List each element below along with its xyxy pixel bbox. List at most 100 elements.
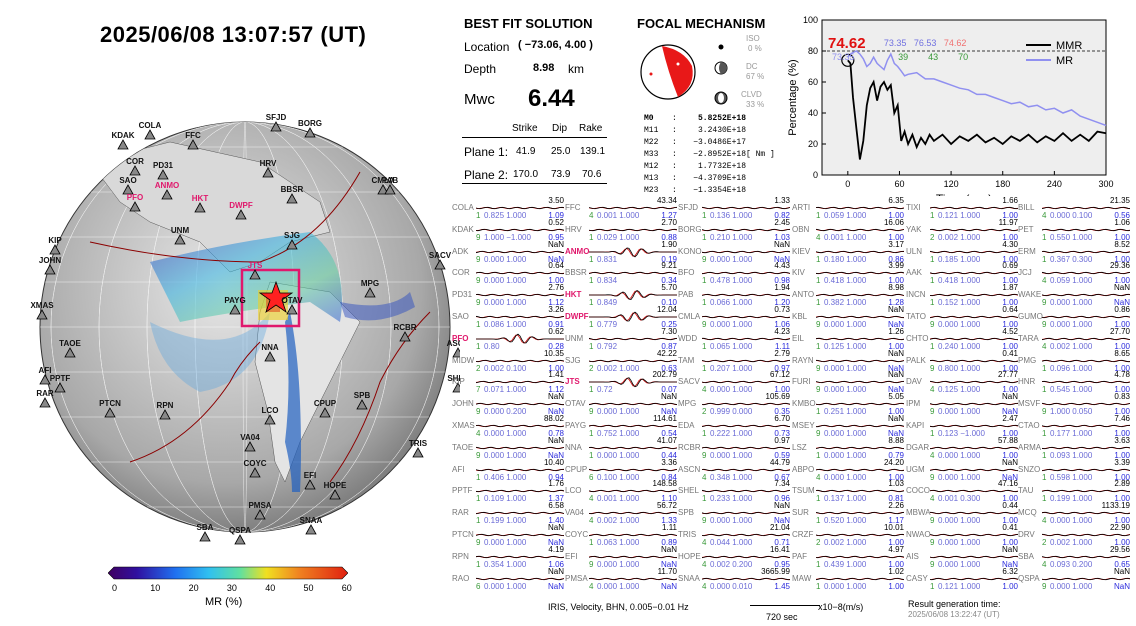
station-name: PMG: [1018, 355, 1037, 365]
waveform-trace: [476, 333, 564, 344]
station-amplitude: NaN: [887, 305, 904, 314]
station-stats: 0.000 1.000: [824, 472, 867, 482]
depth-unit: km: [568, 62, 584, 76]
observed-trace: [476, 206, 564, 210]
station-marker: HKT: [192, 194, 208, 213]
station-marker-label: DWPF: [229, 201, 253, 210]
station-trace: TRIS 21.04 4 0.044 1.000 0.71: [678, 523, 790, 549]
station-trace: AFI 10.40 1 0.406 1.000 0.94: [452, 458, 564, 484]
station-amplitude: 6.32: [1002, 566, 1018, 576]
station-weight: 9: [589, 407, 594, 417]
station-name: TARA: [1018, 333, 1039, 343]
station-amplitude: NaN: [547, 566, 564, 576]
tensor-value: 5.8252E+18: [697, 114, 746, 123]
observed-trace: [930, 381, 1018, 384]
station-weight: 1: [816, 559, 821, 569]
station-weight: 2: [1042, 538, 1047, 547]
station-weight: 1: [816, 516, 821, 526]
station-trace: ANMO 1.90 1 0.831 0.19: [565, 240, 677, 266]
station-marker-label: TRIS: [409, 439, 428, 448]
station-name: DAV: [906, 377, 922, 387]
observed-trace: [476, 403, 564, 406]
station-name: KIV: [792, 268, 805, 278]
observed-trace: [589, 512, 677, 515]
station-ratio: NaN: [660, 559, 677, 569]
station-amplitude: NaN: [1001, 457, 1018, 467]
station-marker: CPUP: [314, 399, 337, 418]
waveform-trace: [930, 272, 1018, 275]
observed-trace: [702, 337, 790, 340]
station-amplitude: 3665.99: [761, 566, 790, 576]
observed-trace: [476, 555, 564, 558]
station-amplitude: 0.83: [1114, 392, 1130, 402]
station-trace: PPTF 1.76 1 0.109 1.000 1.37: [452, 479, 564, 505]
station-stats: 0.001 1.000: [824, 232, 867, 242]
station-stats: 0.093 1.000: [1050, 450, 1093, 460]
station-amplitude: 1.76: [548, 479, 564, 489]
station-stats: 0.354 1.000: [484, 559, 527, 569]
station-ratio: 1.00: [1002, 494, 1018, 504]
station-ratio: 1.45: [774, 581, 790, 591]
station-ratio: NaN: [547, 407, 564, 417]
station-amplitude: 3.26: [548, 305, 564, 314]
station-ratio: 0.63: [661, 363, 677, 373]
station-stats: 0.240 1.000: [938, 341, 981, 351]
station-ratio: 1.00: [888, 211, 904, 220]
y-tick-label: 100: [803, 15, 818, 25]
station-ratio: 0.96: [774, 494, 790, 504]
station-trace: SAO 3.26 1 0.086 1.000 0.91: [452, 305, 564, 331]
observed-trace: [816, 424, 904, 428]
station-name: TAU: [1018, 486, 1034, 496]
observed-trace: [1042, 228, 1130, 231]
waveform-trace: [476, 250, 564, 253]
station-weight: 4: [702, 472, 707, 482]
station-name: CTAO: [1018, 421, 1040, 430]
station-marker-label: SPB: [354, 391, 371, 400]
station-marker: PMSA: [248, 501, 272, 520]
station-ratio: 1.27: [661, 211, 677, 220]
waveform-trace: [930, 337, 1018, 340]
station-ratio: 0.28: [548, 341, 564, 351]
tensor-row: M0:5.8252E+18: [644, 114, 746, 123]
station-stats: 0.000 1.000: [597, 559, 640, 569]
observed-trace: [589, 403, 677, 406]
observed-trace: [1042, 533, 1130, 537]
observed-trace: [1042, 272, 1130, 275]
station-amplitude: NaN: [547, 435, 564, 445]
station-name: EIL: [792, 333, 805, 343]
station-ratio: 1.09: [548, 211, 564, 220]
observed-trace: [702, 359, 790, 362]
waveform-trace: [816, 533, 904, 537]
observed-trace: [589, 577, 677, 580]
observed-trace: [589, 555, 677, 558]
colorbar-tick: 40: [265, 583, 276, 593]
station-marker-label: NNA: [261, 343, 279, 352]
station-stats: 0.000 0.100: [1050, 211, 1093, 220]
station-name: KIP: [452, 377, 465, 387]
station-marker: KDAK: [111, 131, 135, 150]
station-trace: HOPE 16.41 4 0.002 0.200 0.95: [678, 545, 790, 571]
x-tick-label: 180: [995, 179, 1010, 189]
station-weight: 9: [930, 472, 935, 482]
observed-trace: [1042, 577, 1130, 580]
station-trace: JCJ 29.36 4 0.059 1.000 1.00: [1018, 261, 1130, 287]
station-amplitude: 2.47: [1002, 414, 1018, 423]
waveform-trace: [816, 337, 904, 340]
station-trace: CASY 6.32 1 0.121 1.000 1.00: [906, 567, 1018, 593]
station-amplitude: 114.61: [653, 414, 677, 423]
station-stats: 0.367 0.300: [1050, 254, 1093, 264]
station-name: TSUM: [792, 486, 815, 496]
station-trace: EIL 1.26 1 0.125 1.000 1.00: [792, 327, 904, 353]
waveform-trace: [930, 446, 1018, 449]
waveform-trace: [930, 206, 1018, 210]
station-ratio: 1.11: [775, 341, 790, 351]
observed-trace: [702, 315, 790, 319]
tensor-row: M13: −4.3709E+18: [644, 174, 746, 183]
station-name: PFO: [452, 333, 469, 343]
station-amplitude: 44.79: [769, 457, 790, 467]
station-trace: ANTO 8.98 1 0.382 1.000 1.28: [792, 283, 904, 309]
waveform-trace: [702, 446, 790, 449]
observed-trace: [476, 228, 564, 231]
station-weight: 1: [589, 254, 594, 264]
waveform-trace: [702, 228, 790, 231]
